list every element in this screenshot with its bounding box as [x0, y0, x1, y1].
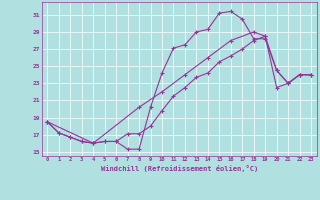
X-axis label: Windchill (Refroidissement éolien,°C): Windchill (Refroidissement éolien,°C)	[100, 165, 258, 172]
